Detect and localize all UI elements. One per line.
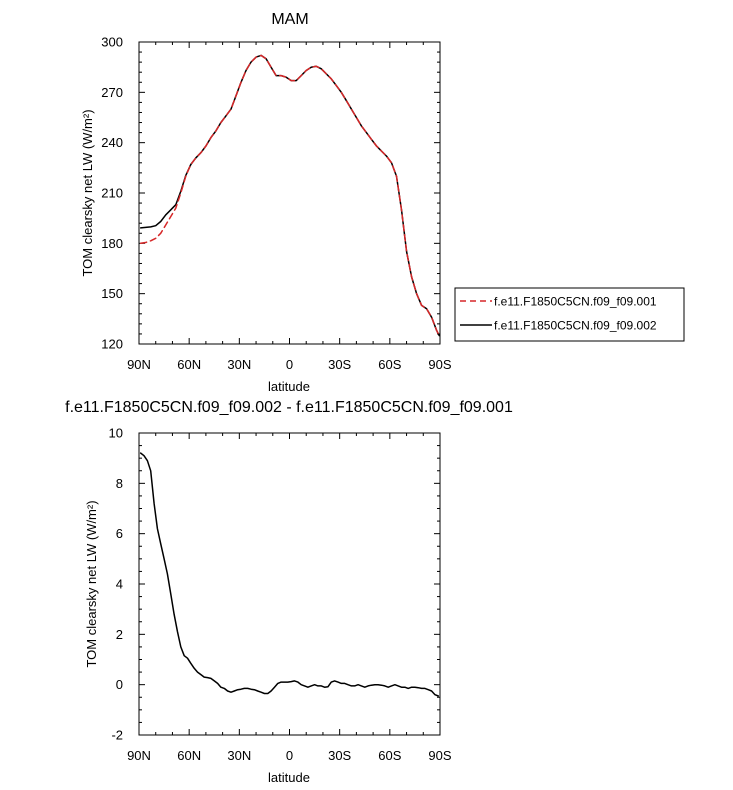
y-tick-label: 4 <box>116 577 123 592</box>
top-series-line-2 <box>139 54 440 337</box>
chart-bottom-y-axis: -2 0 2 4 6 8 10 <box>109 426 440 743</box>
bot-series-line-1 <box>139 452 440 697</box>
chart-top-series-group <box>139 54 440 337</box>
x-tick-label: 30S <box>328 357 351 372</box>
x-tick-label: 90N <box>127 357 151 372</box>
legend-label-series-1: f.e11.F1850C5CN.f09_f09.001 <box>494 295 657 309</box>
chart-bottom-xlabel: latitude <box>268 770 310 785</box>
y-tick-label: -2 <box>111 728 123 743</box>
chart-top-y-axis: 120 150 180 210 240 270 300 <box>101 35 440 352</box>
x-tick-label: 0 <box>286 748 293 763</box>
x-tick-label: 30N <box>227 357 251 372</box>
x-tick-label: 30N <box>227 748 251 763</box>
chart-top-ylabel: TOM clearsky net LW (W/m²) <box>80 109 95 276</box>
x-tick-label: 90N <box>127 748 151 763</box>
chart-bottom-plot-frame <box>138 432 441 736</box>
chart-top-title: MAM <box>271 11 308 28</box>
legend: f.e11.F1850C5CN.f09_f09.001 f.e11.F1850C… <box>454 287 685 342</box>
chart-top-plot-frame <box>138 41 441 345</box>
y-tick-label: 6 <box>116 526 123 541</box>
top-series-line-1 <box>139 54 440 337</box>
y-tick-label: 300 <box>101 35 123 50</box>
legend-label-series-2: f.e11.F1850C5CN.f09_f09.002 <box>494 319 657 333</box>
chart-bottom-x-axis: 90N 60N 30N 0 30S 60S 90S <box>127 433 452 763</box>
y-tick-label: 270 <box>101 85 123 100</box>
x-tick-label: 60N <box>177 748 201 763</box>
x-tick-label: 90S <box>428 357 451 372</box>
y-tick-label: 0 <box>116 677 123 692</box>
y-tick-label: 2 <box>116 627 123 642</box>
chart-top-x-axis: 90N 60N 30N 0 30S 60S 90S <box>127 42 452 372</box>
chart-bottom-series-group <box>139 452 440 697</box>
chart-top: MAM 120 150 180 210 240 270 300 90N 60N 30N 0 30S 6… <box>80 11 452 394</box>
x-tick-label: 60S <box>378 357 401 372</box>
chart-top-xlabel: latitude <box>268 379 310 394</box>
chart-bottom-ylabel: TOM clearsky net LW (W/m²) <box>84 500 99 667</box>
legend-box <box>454 287 685 342</box>
x-tick-label: 30S <box>328 748 351 763</box>
y-tick-label: 8 <box>116 476 123 491</box>
y-tick-label: 10 <box>109 426 123 441</box>
y-tick-label: 120 <box>101 337 123 352</box>
x-tick-label: 0 <box>286 357 293 372</box>
y-tick-label: 180 <box>101 236 123 251</box>
y-tick-label: 150 <box>101 286 123 301</box>
y-tick-label: 240 <box>101 135 123 150</box>
chart-bottom-title: f.e11.F1850C5CN.f09_f09.002 - f.e11.F185… <box>65 399 513 416</box>
x-tick-label: 60N <box>177 357 201 372</box>
chart-bottom: f.e11.F1850C5CN.f09_f09.002 - f.e11.F185… <box>65 399 513 785</box>
x-tick-label: 90S <box>428 748 451 763</box>
y-tick-label: 210 <box>101 186 123 201</box>
x-tick-label: 60S <box>378 748 401 763</box>
